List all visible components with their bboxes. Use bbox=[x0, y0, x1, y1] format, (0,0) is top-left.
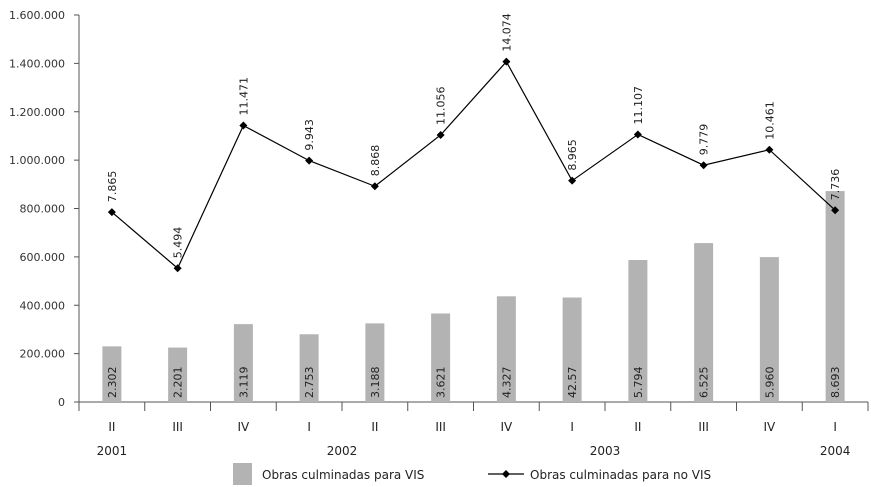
bar bbox=[233, 324, 253, 402]
bar bbox=[759, 257, 779, 402]
bar-data-label: 2.201 bbox=[172, 367, 185, 399]
x-category-label: II bbox=[371, 420, 378, 434]
bar bbox=[431, 313, 451, 402]
y-tick-label: 400.000 bbox=[20, 299, 66, 312]
bar bbox=[628, 260, 648, 402]
line-point-marker bbox=[765, 145, 774, 154]
legend-line-label: Obras culminadas para no VIS bbox=[530, 468, 711, 482]
bar bbox=[168, 347, 188, 402]
data-labels: 2.302 2.201 3.119 2.753 3.188 3.621 4.327 42.57… bbox=[106, 13, 842, 398]
bar-data-label: 6.525 bbox=[698, 367, 711, 399]
bar-data-label: 3.188 bbox=[369, 367, 382, 399]
bar-data-label: 3.119 bbox=[237, 367, 250, 399]
line-data-label: 11.056 bbox=[435, 86, 448, 125]
legend: Obras culminadas para VIS Obras culminada… bbox=[233, 463, 711, 485]
line-data-label: 9.943 bbox=[303, 119, 316, 151]
bar-data-label: 3.621 bbox=[435, 367, 448, 399]
y-tick-label: 800.000 bbox=[20, 203, 66, 216]
x-category-label: I bbox=[570, 420, 574, 434]
y-tick-label: 1.000.000 bbox=[9, 154, 65, 167]
bar-data-label: 2.753 bbox=[303, 367, 316, 399]
line-series bbox=[107, 57, 840, 273]
x-category-label: III bbox=[698, 420, 709, 434]
line-point-marker bbox=[436, 130, 445, 139]
x-category-label: IV bbox=[238, 420, 251, 434]
legend-bar-label: Obras culminadas para VIS bbox=[262, 468, 424, 482]
bar-data-label: 4.327 bbox=[500, 367, 513, 399]
x-category-label: I bbox=[833, 420, 837, 434]
x-category-label: III bbox=[172, 420, 183, 434]
y-tick-label: 600.000 bbox=[20, 251, 66, 264]
line-data-label: 9.779 bbox=[698, 124, 711, 156]
x-year-label: 2001 bbox=[97, 444, 128, 458]
bar-data-label: 5.960 bbox=[763, 367, 776, 399]
bar-data-label: 5.794 bbox=[632, 367, 645, 399]
x-category-label: IV bbox=[501, 420, 514, 434]
line-data-label: 7.736 bbox=[829, 169, 842, 201]
axes: 0 200.000 400.000 600.000 800.000 1.000.000 1.… bbox=[9, 9, 869, 458]
x-year-label: 2003 bbox=[590, 444, 621, 458]
line-data-label: 5.494 bbox=[172, 227, 185, 259]
legend-line-marker bbox=[502, 470, 510, 478]
bar bbox=[562, 297, 582, 402]
line-data-label: 14.074 bbox=[500, 13, 513, 52]
y-tick-label: 0 bbox=[58, 396, 65, 409]
bar bbox=[496, 296, 516, 402]
x-year-label: 2002 bbox=[327, 444, 358, 458]
x-category-label: IV bbox=[764, 420, 777, 434]
bar-series bbox=[102, 191, 845, 402]
bar-data-label: 42.57 bbox=[566, 367, 579, 399]
series-line bbox=[111, 60, 836, 270]
x-category-label: II bbox=[108, 420, 115, 434]
line-point-marker bbox=[239, 121, 248, 130]
line-point-marker bbox=[370, 182, 379, 191]
line-data-label: 10.461 bbox=[763, 101, 776, 140]
line-point-marker bbox=[831, 206, 840, 215]
line-point-marker bbox=[502, 57, 511, 66]
bar bbox=[694, 243, 714, 402]
y-tick-label: 1.200.000 bbox=[9, 106, 65, 119]
x-category-label: II bbox=[634, 420, 641, 434]
line-point-marker bbox=[699, 161, 708, 170]
line-data-label: 11.471 bbox=[237, 77, 250, 116]
y-tick-label: 1.600.000 bbox=[9, 9, 65, 22]
x-year-label: 2004 bbox=[820, 444, 851, 458]
y-tick-label: 1.400.000 bbox=[9, 57, 65, 70]
bar bbox=[365, 323, 385, 402]
bar bbox=[102, 346, 122, 402]
line-point-marker bbox=[173, 264, 182, 273]
bar-data-label: 8.693 bbox=[829, 367, 842, 399]
line-point-marker bbox=[568, 176, 577, 185]
line-point-marker bbox=[633, 130, 642, 139]
legend-bar-swatch bbox=[233, 463, 252, 485]
bar-data-label: 2.302 bbox=[106, 367, 119, 399]
line-data-label: 8.868 bbox=[369, 145, 382, 177]
bar bbox=[299, 334, 319, 402]
y-tick-label: 200.000 bbox=[20, 348, 66, 361]
bar bbox=[825, 191, 845, 402]
line-point-marker bbox=[107, 208, 116, 217]
line-data-label: 8.965 bbox=[566, 139, 579, 171]
line-data-label: 7.865 bbox=[106, 171, 119, 203]
line-data-label: 11.107 bbox=[632, 86, 645, 125]
x-category-label: III bbox=[435, 420, 446, 434]
line-point-marker bbox=[305, 156, 314, 165]
x-category-label: I bbox=[307, 420, 311, 434]
